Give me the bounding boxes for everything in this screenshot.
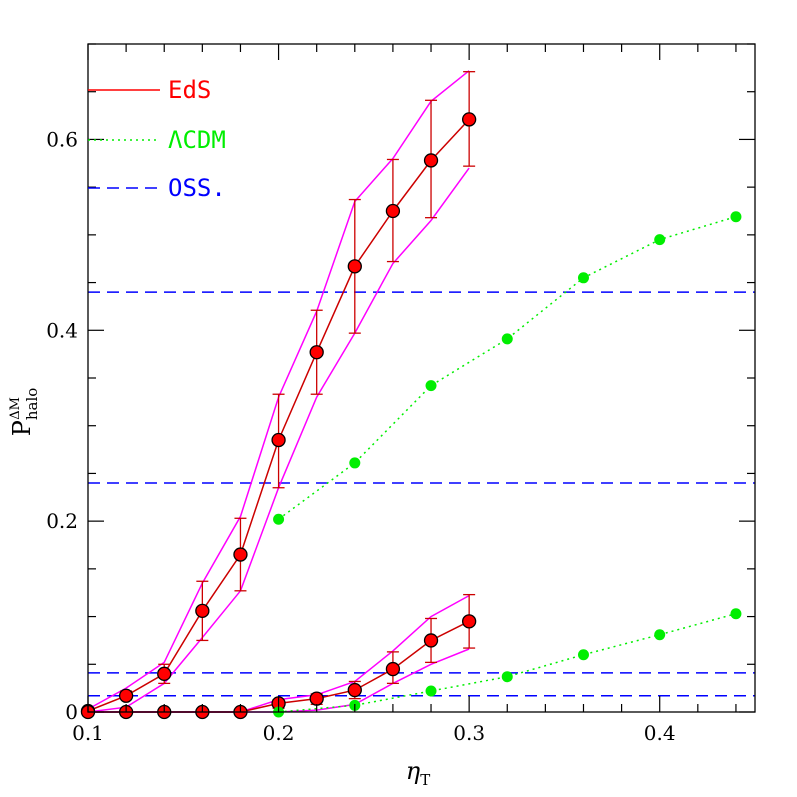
data-point-1-9 [423,633,439,648]
model-bands [87,70,470,713]
data-point-1-7 [347,682,362,698]
error-bars [120,71,476,709]
data-point-2-2 [425,380,437,392]
data-point-0-2 [157,666,172,681]
x-tick-label: 0.4 [644,721,676,745]
data-point-2-4 [577,272,589,284]
data-point-0-9 [423,153,439,168]
series-line-3 [278,612,737,713]
legend: EdS ΛCDM OSS. [88,76,226,202]
x-axis-label: ηT [406,757,430,789]
band-high-0 [87,70,470,710]
legend-entry-2: OSS. [88,174,226,202]
data-point-2-5 [654,234,666,246]
data-point-3-4 [577,649,589,661]
series-lines [87,118,737,713]
data-point-3-6 [730,608,742,620]
data-point-2-0 [273,513,285,525]
data-point-1-10 [461,614,477,629]
data-point-1-8 [385,661,401,677]
data-point-3-3 [501,671,513,683]
data-points [80,112,742,720]
legend-label: OSS. [168,174,226,202]
y-axis-label: PhaloΔM [8,388,41,437]
data-point-0-7 [347,259,362,274]
data-point-3-5 [654,629,666,641]
legend-entry-1: ΛCDM [88,126,226,154]
data-point-2-6 [730,211,742,223]
tick-labels: 0.1 0.2 0.3 0.4 0 0.2 0.4 0.6 [46,127,675,745]
data-point-0-10 [461,112,477,127]
y-tick-label: 0.4 [46,318,78,342]
legend-label: EdS [168,76,211,104]
axis-ticks [87,43,755,713]
data-point-2-1 [349,457,361,469]
legend-label: ΛCDM [168,126,226,154]
data-point-1-6 [309,691,324,706]
x-tick-label: 0.2 [263,721,295,745]
data-point-2-3 [501,333,513,345]
data-point-0-3 [195,603,210,618]
series-line-2 [278,215,737,520]
legend-entry-0: EdS [88,76,211,104]
x-tick-label: 0.1 [72,721,104,745]
x-tick-label: 0.3 [453,721,485,745]
y-tick-label: 0.2 [46,509,78,533]
data-point-0-1 [118,688,134,703]
data-point-0-5 [271,432,286,448]
y-tick-label: 0 [65,700,78,724]
data-point-0-4 [233,547,248,562]
observed-levels [88,291,755,697]
data-point-0-6 [309,345,324,360]
data-point-0-8 [385,203,401,219]
data-point-3-2 [425,685,437,697]
y-tick-label: 0.6 [46,127,78,151]
